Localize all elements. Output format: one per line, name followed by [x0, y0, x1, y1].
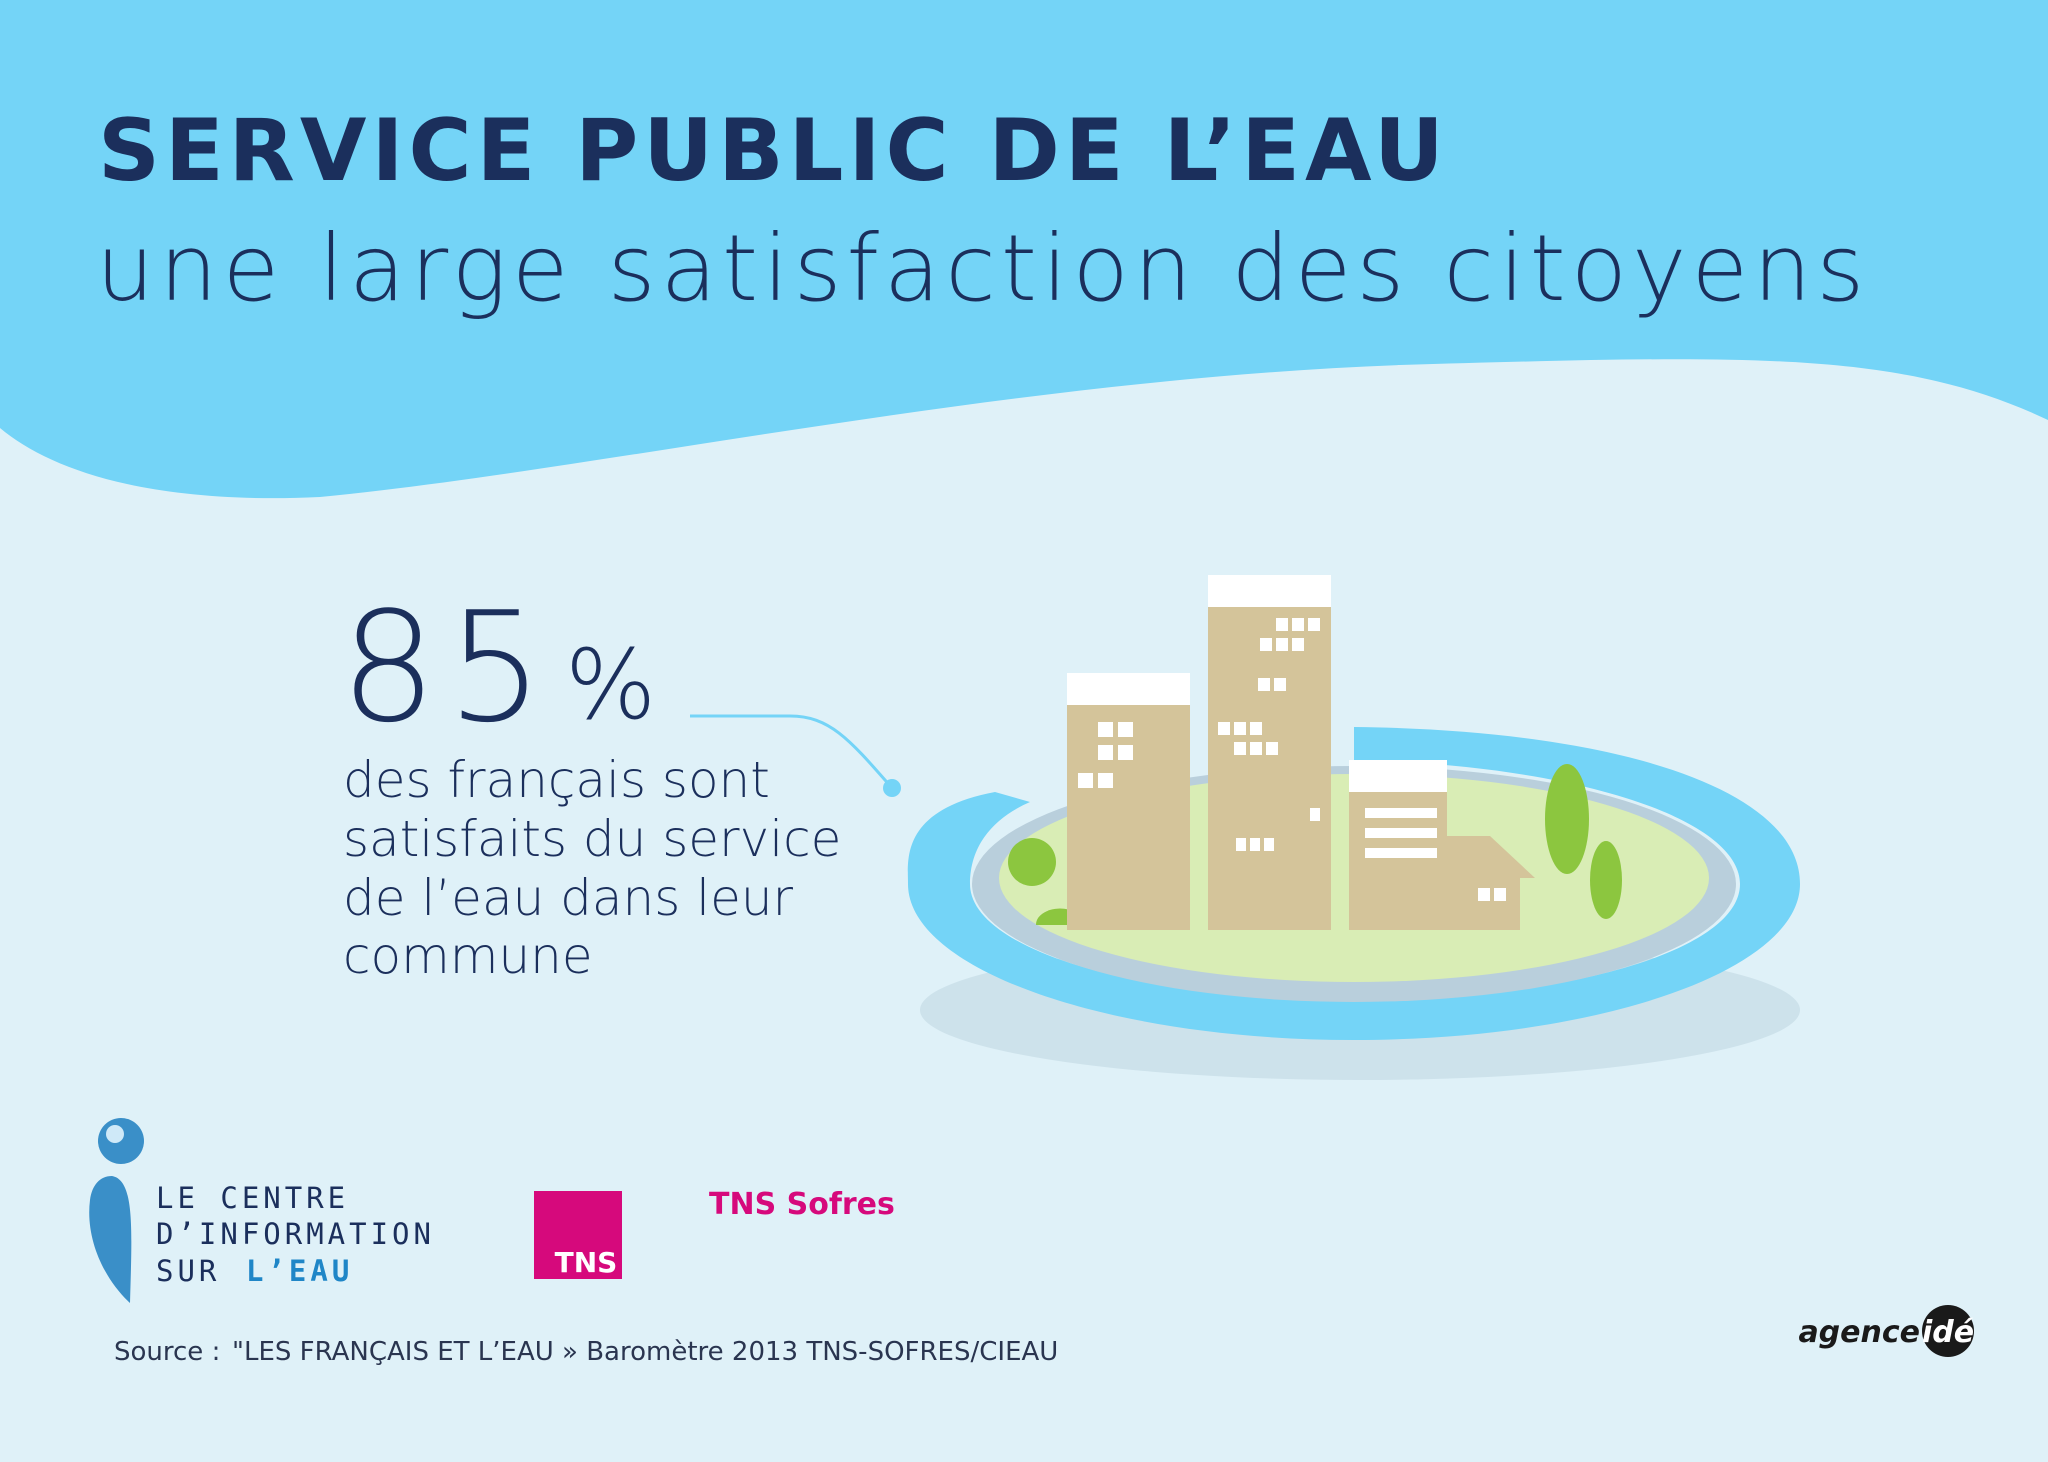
cieau-logo: LE CENTRE D’INFORMATION SUR L’EAU: [89, 1118, 435, 1303]
connector-dot: [883, 779, 901, 797]
stat-number: 85: [340, 579, 553, 756]
stat-unit: %: [565, 629, 656, 741]
title: SERVICE PUBLIC DE L’EAU: [98, 101, 1449, 201]
tns-box-text: TNS: [555, 1246, 618, 1279]
drop-highlight: [106, 1125, 124, 1143]
windows: [1078, 618, 1506, 901]
roof: [1208, 575, 1331, 607]
building: [1067, 673, 1190, 930]
illustration: [907, 575, 1800, 1080]
stat-description: commune: [343, 927, 593, 985]
stat-description: satisfaits du service: [343, 810, 841, 868]
stat-description: des français sont: [343, 751, 770, 809]
tns-box: [534, 1191, 622, 1279]
stat-description: de l’eau dans leur: [343, 869, 794, 927]
i-stem: [89, 1176, 132, 1303]
logo-text: L’EAU: [246, 1254, 353, 1288]
drop: [98, 1118, 144, 1164]
agency-name: idé: [1922, 1315, 1974, 1350]
tns-name: TNS Sofres: [709, 1187, 895, 1222]
agency-name: agence: [1798, 1315, 1920, 1350]
house: [1447, 836, 1535, 930]
tree: [1545, 764, 1589, 874]
source-text: "LES FRANÇAIS ET L’EAU » Baromètre 2013 …: [232, 1337, 1058, 1367]
roof: [1067, 673, 1190, 705]
bush: [1035, 908, 1070, 925]
bush: [1008, 838, 1056, 886]
subtitle: une large satisfaction des citoyens: [96, 215, 1869, 322]
logo-text: SUR: [156, 1254, 220, 1288]
logo-text: D’INFORMATION: [156, 1217, 435, 1251]
header-wave: [0, 0, 2048, 499]
tree: [1590, 841, 1622, 919]
roof: [1349, 760, 1447, 792]
agency-circle: [1922, 1305, 1974, 1357]
connector: [690, 714, 894, 789]
source-label: Source :: [114, 1337, 220, 1367]
logo-text: LE CENTRE: [156, 1181, 349, 1215]
